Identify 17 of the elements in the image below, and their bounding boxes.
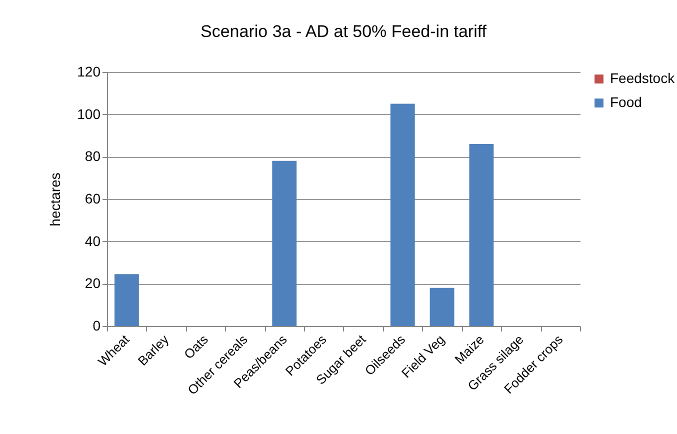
y-tick-label: 20: [84, 275, 101, 292]
bar: [469, 144, 494, 326]
y-axis-title: hectares: [47, 172, 64, 226]
legend-label: Feedstock: [610, 70, 676, 86]
chart-title: Scenario 3a - AD at 50% Feed-in tariff: [200, 22, 487, 41]
y-tick-label: 0: [92, 318, 101, 334]
bar: [114, 274, 139, 326]
bar: [390, 104, 415, 326]
bar: [430, 288, 454, 326]
y-tick-label: 60: [84, 190, 101, 206]
y-tick-label: 100: [77, 106, 101, 122]
y-tick-label: 40: [84, 232, 101, 249]
bar: [272, 160, 297, 326]
x-tick-label: Oats: [180, 332, 212, 362]
y-tick-label: 120: [77, 64, 101, 80]
y-tick-label: 80: [84, 148, 101, 164]
legend-label: Food: [610, 94, 642, 110]
